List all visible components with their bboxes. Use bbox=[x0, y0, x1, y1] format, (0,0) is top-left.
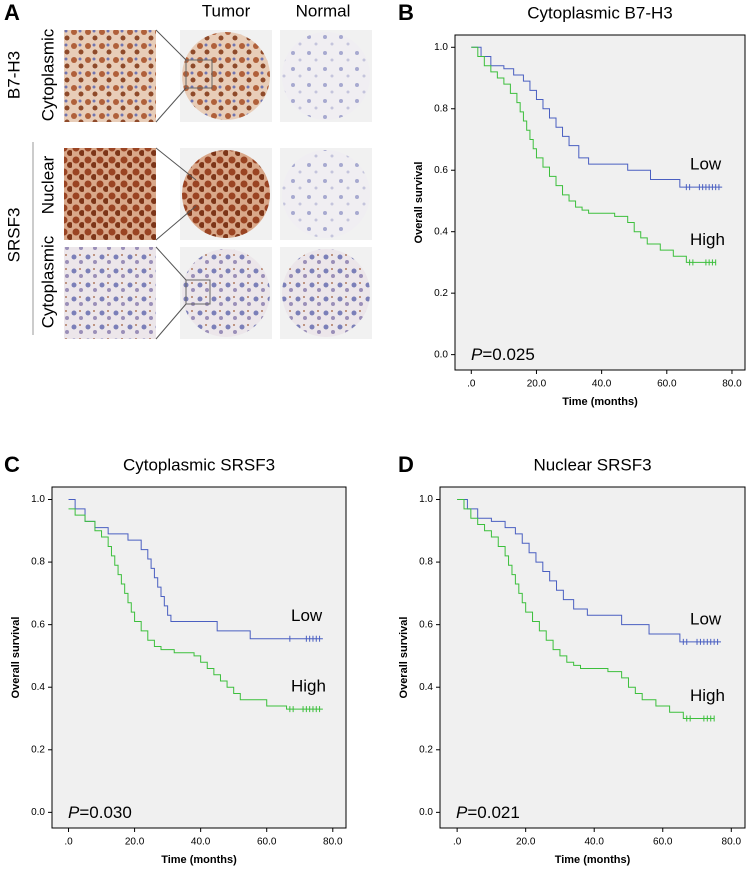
row-label: Cytoplasmic bbox=[38, 28, 57, 121]
y-tick-label: 1.0 bbox=[31, 494, 45, 505]
y-tick-label: 0.4 bbox=[31, 682, 45, 693]
panel-label: C bbox=[4, 452, 20, 477]
p-value: P=0.021 bbox=[456, 803, 520, 822]
y-tick-label: 0.4 bbox=[419, 682, 433, 693]
p-symbol: P bbox=[471, 345, 483, 364]
x-axis-label: Time (months) bbox=[555, 854, 631, 866]
y-tick-label: 0.6 bbox=[31, 619, 45, 630]
plot-area bbox=[454, 34, 746, 371]
row-label: Nuclear bbox=[38, 155, 57, 214]
y-tick-label: 0.2 bbox=[419, 744, 433, 755]
x-tick-label: 80.0 bbox=[722, 837, 742, 848]
y-tick-label: 0.0 bbox=[31, 807, 45, 818]
panel-a: A Tumor Normal B7-H3 Cytoplasmic SRSF3 N… bbox=[4, 0, 372, 340]
p-symbol: P bbox=[456, 803, 468, 822]
y-tick-label: 0.8 bbox=[419, 557, 433, 568]
column-label: Tumor bbox=[202, 1, 251, 20]
y-tick-label: 0.6 bbox=[419, 619, 433, 630]
series-label: Low bbox=[690, 155, 722, 174]
series-label: Low bbox=[690, 609, 722, 628]
micrograph bbox=[64, 30, 156, 122]
y-tick-label: 0.2 bbox=[434, 288, 448, 299]
series-label: Low bbox=[291, 606, 323, 625]
column-label: Normal bbox=[296, 1, 351, 20]
y-tick-label: 0.8 bbox=[434, 103, 448, 114]
y-tick-label: 1.0 bbox=[419, 494, 433, 505]
x-axis-label: Time (months) bbox=[161, 854, 237, 866]
chart-title: Nuclear SRSF3 bbox=[533, 455, 651, 474]
plot-area bbox=[51, 486, 347, 829]
micrograph bbox=[64, 247, 156, 339]
x-tick-label: 80.0 bbox=[323, 837, 343, 848]
x-tick-label: 20.0 bbox=[125, 837, 145, 848]
x-tick-label: .0 bbox=[453, 837, 462, 848]
panel-label: B bbox=[398, 0, 414, 25]
series-label: High bbox=[690, 686, 725, 705]
row-label: SRSF3 bbox=[4, 208, 23, 263]
y-tick-label: 0.0 bbox=[419, 807, 433, 818]
plot-area bbox=[439, 486, 746, 829]
p-value: P=0.025 bbox=[471, 345, 535, 364]
tissue-core bbox=[182, 32, 270, 120]
survival-curve bbox=[471, 46, 723, 188]
x-tick-label: 40.0 bbox=[592, 379, 612, 390]
y-axis-label: Overall survival bbox=[398, 617, 410, 699]
p-text: =0.021 bbox=[467, 803, 519, 822]
tissue-core bbox=[282, 249, 370, 337]
x-tick-label: 60.0 bbox=[653, 837, 673, 848]
survival-curve bbox=[457, 499, 722, 643]
x-axis-label: Time (months) bbox=[562, 396, 638, 408]
series-label: High bbox=[291, 677, 326, 696]
y-tick-label: 0.4 bbox=[434, 226, 448, 237]
tissue-core bbox=[182, 249, 270, 337]
y-axis-label: Overall survival bbox=[10, 617, 22, 699]
y-tick-label: 1.0 bbox=[434, 42, 448, 53]
tissue-core bbox=[282, 150, 370, 238]
row-label: B7-H3 bbox=[4, 51, 23, 99]
zoom-lines bbox=[155, 29, 197, 340]
x-tick-label: 80.0 bbox=[722, 379, 742, 390]
x-tick-label: .0 bbox=[467, 379, 476, 390]
survival-curve bbox=[68, 508, 323, 710]
chart-title: Cytoplasmic B7-H3 bbox=[527, 3, 673, 22]
y-tick-label: 0.8 bbox=[31, 557, 45, 568]
y-axis-label: Overall survival bbox=[413, 162, 425, 244]
chart-title: Cytoplasmic SRSF3 bbox=[123, 455, 275, 474]
x-tick-label: 40.0 bbox=[191, 837, 211, 848]
x-tick-label: .0 bbox=[64, 837, 73, 848]
tissue-core bbox=[282, 32, 370, 120]
tissue-core bbox=[182, 150, 270, 238]
y-tick-label: 0.6 bbox=[434, 165, 448, 176]
x-tick-label: 60.0 bbox=[257, 837, 277, 848]
x-tick-label: 40.0 bbox=[584, 837, 604, 848]
micrograph bbox=[64, 148, 156, 240]
row-label: Cytoplasmic bbox=[38, 235, 57, 328]
p-text: =0.025 bbox=[482, 345, 534, 364]
panel-label: A bbox=[4, 0, 20, 25]
p-symbol: P bbox=[68, 803, 80, 822]
y-tick-label: 0.0 bbox=[434, 349, 448, 360]
series-label: High bbox=[690, 230, 725, 249]
x-tick-label: 20.0 bbox=[527, 379, 547, 390]
panel-label: D bbox=[398, 452, 414, 477]
survival-curve bbox=[457, 499, 715, 720]
y-tick-label: 0.2 bbox=[31, 744, 45, 755]
survival-curve bbox=[471, 46, 716, 263]
inset-box bbox=[185, 279, 211, 305]
x-tick-label: 20.0 bbox=[516, 837, 536, 848]
p-value: P=0.030 bbox=[68, 803, 132, 822]
x-tick-label: 60.0 bbox=[657, 379, 677, 390]
p-text: =0.030 bbox=[79, 803, 131, 822]
inset-box bbox=[185, 59, 213, 89]
